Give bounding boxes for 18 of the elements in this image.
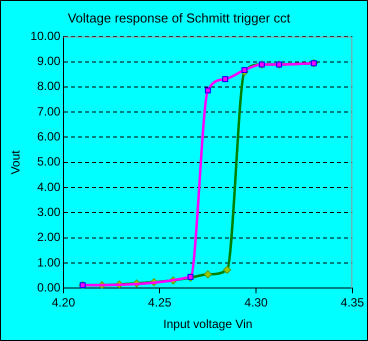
y-tick-label: 4.00 [37, 180, 61, 194]
y-tick-label: 9.00 [37, 54, 61, 68]
y-tick-label: 7.00 [37, 104, 61, 118]
x-axis-title: Input voltage Vin [163, 317, 252, 332]
y-tick-label: 5.00 [37, 154, 61, 169]
y-tick-label: 0.00 [37, 280, 61, 295]
x-tick-label: 4.30 [244, 296, 268, 310]
y-tick-label: 1.00 [37, 255, 61, 270]
x-tick-label: 4.25 [148, 296, 172, 310]
y-tick-label: 6.00 [37, 130, 61, 144]
y-tick-label: 3.00 [37, 205, 61, 220]
chart-title: Voltage response of Schmitt trigger cct [68, 10, 291, 26]
y-tick-label: 10.00 [30, 28, 61, 43]
x-tick-label: 4.20 [52, 296, 76, 310]
y-tick-label: 2.00 [37, 230, 61, 244]
x-tick-label: 4.35 [340, 296, 364, 310]
y-axis-title: Vout [8, 150, 23, 174]
y-tick-label: 8.00 [37, 79, 61, 94]
